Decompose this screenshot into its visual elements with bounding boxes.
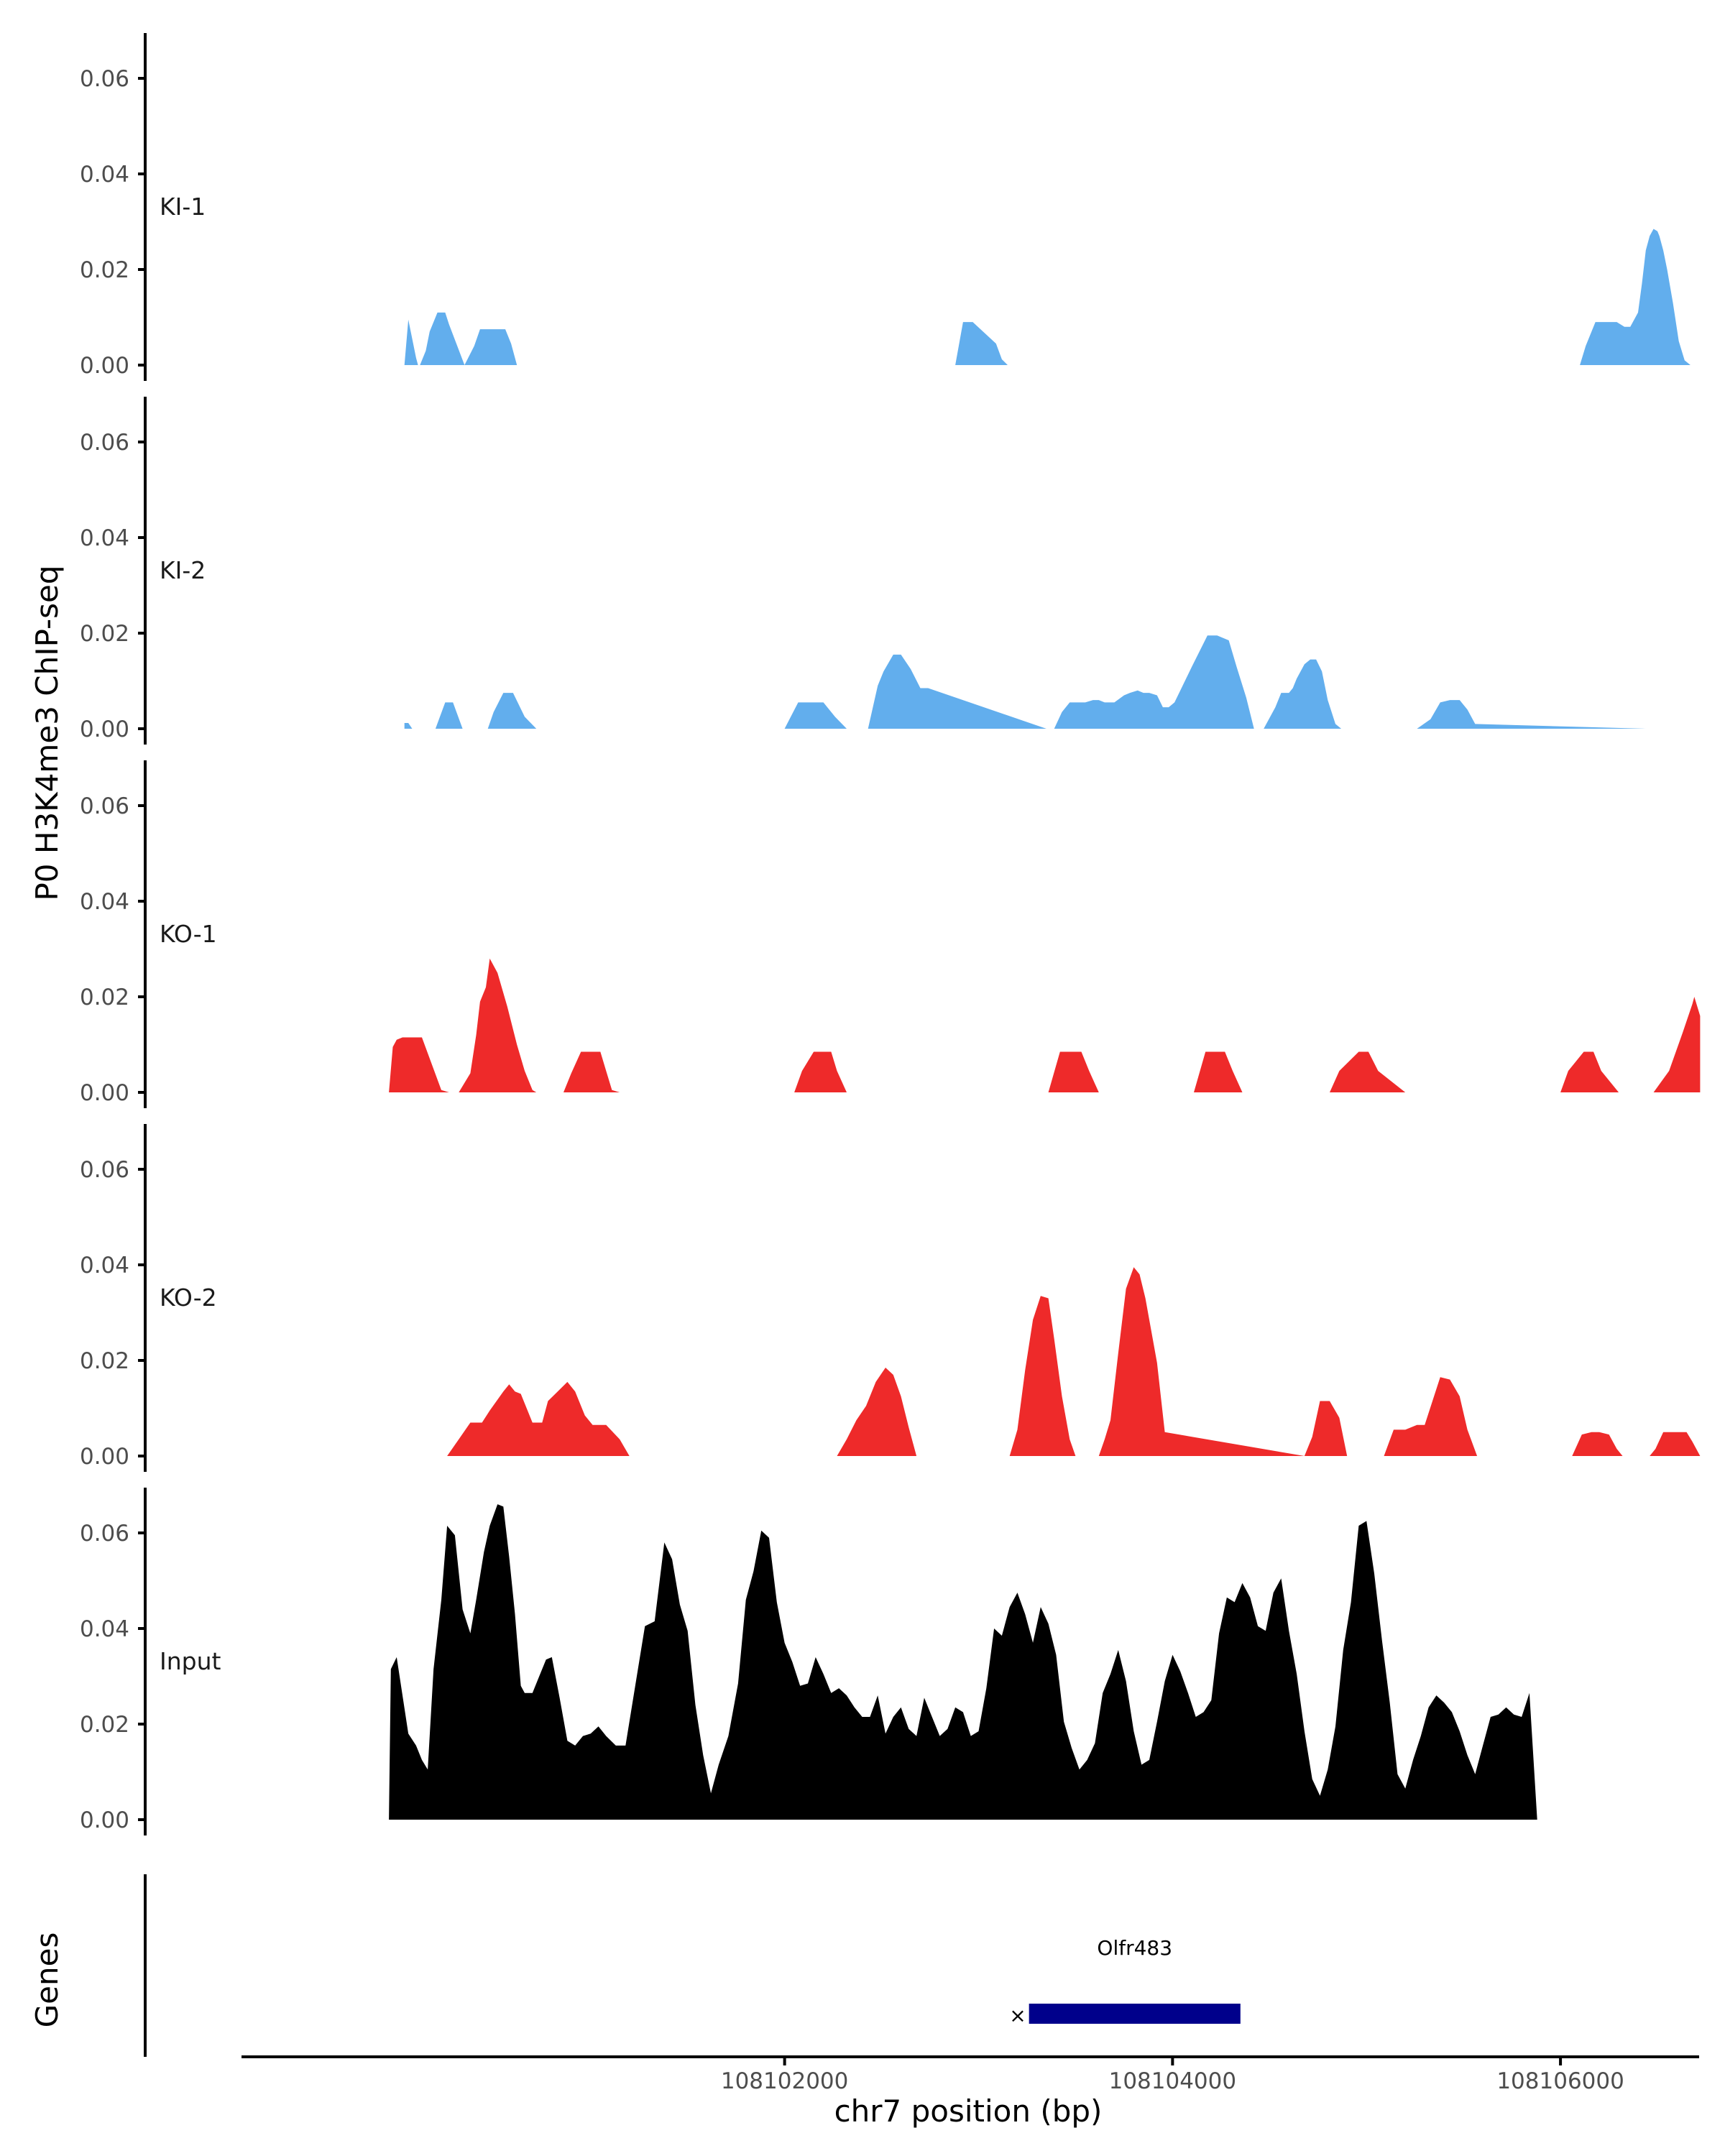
y-tick-label: 0.00 [80,1080,129,1106]
y-tick-label: 0.02 [80,621,129,647]
track-ko-2: 0.00 0.02 0.04 0.06 KO-2 [80,1124,1701,1472]
signal-area [447,1267,1701,1456]
y-tick-label: 0.02 [80,985,129,1010]
x-tick-label: 108106000 [1496,2068,1624,2094]
track-ko-1: 0.00 0.02 0.04 0.06 KO-1 [80,760,1701,1108]
gene-body-olfr483 [1029,2004,1241,2024]
x-tick-label: 108102000 [721,2068,849,2094]
track-label: KO-2 [160,1284,217,1312]
x-axis: 108102000 108104000 108106000 [242,2055,1699,2094]
y-tick-label: 0.04 [80,889,129,915]
y-tick-label: 0.02 [80,1712,129,1738]
y-tick-label: 0.06 [80,1521,129,1547]
signal-area [404,229,1701,365]
y-tick-label: 0.06 [80,793,129,819]
y-tick-label: 0.04 [80,1616,129,1642]
track-label: Input [160,1647,221,1675]
y-tick-label: 0.04 [80,525,129,551]
gene-name-label: Olfr483 [1097,1936,1172,1960]
y-tick-label: 0.00 [80,1444,129,1470]
y-tick-label: 0.02 [80,257,129,283]
genes-axis-title: Genes [29,1932,65,2028]
track-label: KI-2 [160,556,206,584]
signal-area [389,958,1701,1092]
y-tick-label: 0.00 [80,1807,129,1833]
y-tick-label: 0.06 [80,430,129,456]
y-tick-label: 0.04 [80,162,129,188]
gene-strand-marker: × [1009,2004,1026,2027]
y-tick-label: 0.02 [80,1348,129,1374]
signal-area [404,635,1697,729]
gene-track: × Olfr483 [144,1874,1241,2057]
y-tick-label: 0.00 [80,353,129,379]
track-ki-2: 0.00 0.02 0.04 0.06 KI-2 [80,397,1697,745]
y-axis-title: P0 H3K4me3 ChIP-seq [29,565,65,900]
tracks-layer: 0.00 0.02 0.04 0.06 KI-1 0.00 0.02 0.04 0.06 KI-2… [80,33,1701,1835]
x-tick-label: 108104000 [1109,2068,1237,2094]
track-ki-1: 0.00 0.02 0.04 0.06 KI-1 [80,33,1701,381]
x-axis-title: chr7 position (bp) [834,2093,1103,2129]
y-tick-label: 0.04 [80,1253,129,1279]
track-label: KO-1 [160,920,217,948]
track-label: KI-1 [160,193,206,221]
y-tick-label: 0.00 [80,717,129,742]
signal-area [389,1504,1545,1820]
y-tick-label: 0.06 [80,66,129,92]
y-tick-label: 0.06 [80,1157,129,1183]
track-input: 0.00 0.02 0.04 0.06 Input [80,1488,1545,1835]
